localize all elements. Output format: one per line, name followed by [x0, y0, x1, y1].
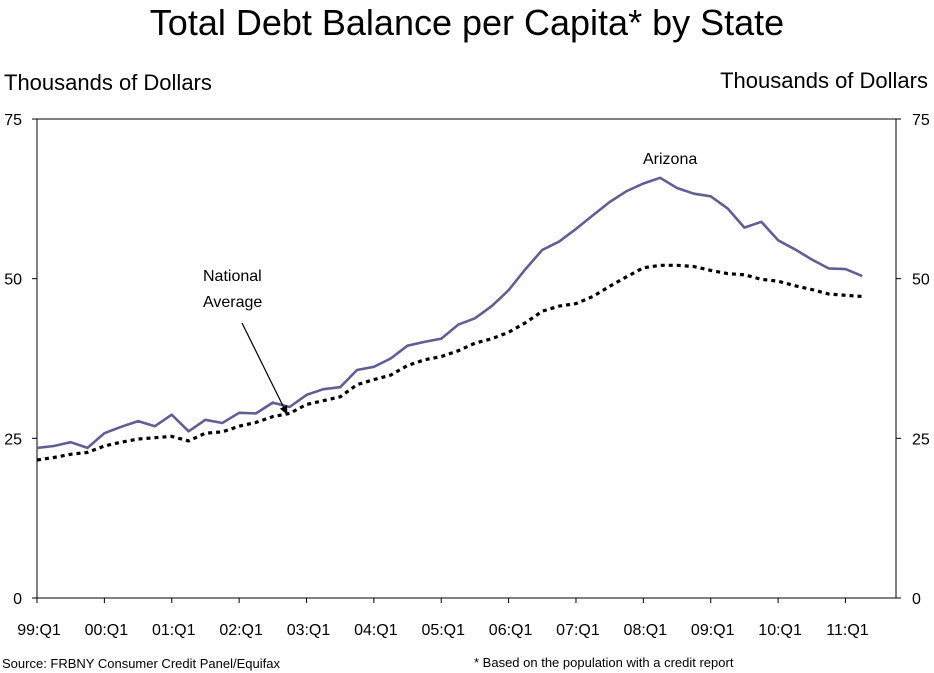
y-tick-label-left: 0 [13, 591, 22, 608]
x-tick-label: 05:Q1 [421, 622, 465, 639]
x-tick-label: 02:Q1 [219, 622, 263, 639]
series-line-national-average [36, 263, 863, 462]
y-tick-label-right: 0 [912, 591, 921, 608]
y-tick-label-right: 50 [912, 272, 930, 289]
plot-area-border [36, 118, 897, 599]
x-tick-label: 03:Q1 [287, 622, 331, 639]
x-tick-label: 10:Q1 [758, 622, 802, 639]
series-line-arizona [36, 176, 863, 450]
x-tick-label: 11:Q1 [826, 622, 869, 639]
x-tick-label: 07:Q1 [556, 622, 600, 639]
national-average-annotation-line1: National [203, 268, 262, 285]
y-tick-label-right: 25 [912, 431, 930, 448]
arizona-annotation: Arizona [643, 151, 697, 168]
y-tick-label-left: 25 [4, 431, 22, 448]
y-tick-label-right: 75 [912, 112, 930, 129]
y-tick-label-left: 75 [4, 112, 22, 129]
x-tick-label: 00:Q1 [85, 622, 129, 639]
footnote: * Based on the population with a credit … [474, 655, 734, 670]
x-tick-label: 04:Q1 [354, 622, 398, 639]
x-tick-label: 06:Q1 [489, 622, 533, 639]
left-axis-unit-label: Thousands of Dollars [4, 70, 212, 95]
x-tick-label: 08:Q1 [624, 622, 668, 639]
national-average-annotation-line2: Average [203, 294, 262, 311]
source-note: Source: FRBNY Consumer Credit Panel/Equi… [2, 656, 280, 671]
x-tick-label: 01:Q1 [152, 622, 196, 639]
x-tick-label: 09:Q1 [691, 622, 735, 639]
x-tick-label: 99:Q1 [17, 622, 61, 639]
y-tick-label-left: 50 [4, 272, 22, 289]
right-axis-unit-label: Thousands of Dollars [720, 68, 928, 93]
national-average-arrow [241, 322, 288, 415]
chart-title: Total Debt Balance per Capita* by State [149, 2, 785, 43]
